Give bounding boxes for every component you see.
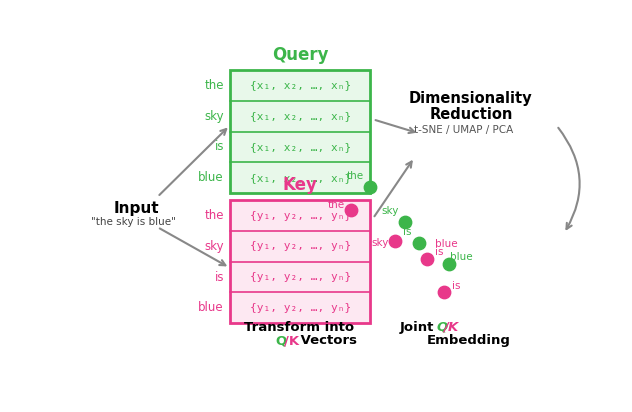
- Text: {x₁, x₂, …, xₙ}: {x₁, x₂, …, xₙ}: [250, 142, 351, 152]
- Text: is: is: [435, 247, 443, 257]
- Text: Input: Input: [113, 201, 159, 215]
- Text: the: the: [327, 200, 344, 210]
- Text: /: /: [444, 321, 448, 334]
- Text: t-SNE / UMAP / PCA: t-SNE / UMAP / PCA: [414, 125, 513, 135]
- Text: sky: sky: [372, 238, 389, 248]
- Text: Vectors: Vectors: [296, 334, 357, 347]
- Text: is: is: [452, 281, 460, 290]
- Text: is: is: [403, 227, 411, 236]
- Point: [415, 240, 425, 246]
- Text: Embedding: Embedding: [427, 334, 511, 347]
- Text: {y₁, y₂, …, yₙ}: {y₁, y₂, …, yₙ}: [250, 241, 351, 251]
- Text: sky: sky: [204, 240, 224, 253]
- Text: blue: blue: [435, 239, 458, 249]
- Point: [422, 255, 432, 262]
- Bar: [230, 70, 370, 193]
- Text: {y₁, y₂, …, yₙ}: {y₁, y₂, …, yₙ}: [250, 211, 351, 220]
- Text: Transform into: Transform into: [245, 321, 355, 334]
- Point: [399, 219, 410, 226]
- Text: sky: sky: [204, 110, 224, 123]
- Text: blue: blue: [450, 252, 472, 262]
- Text: is: is: [214, 271, 224, 283]
- Text: the: the: [347, 171, 364, 181]
- Text: sky: sky: [381, 206, 399, 216]
- Text: the: the: [205, 209, 224, 222]
- Point: [365, 184, 375, 191]
- Text: Reduction: Reduction: [429, 107, 513, 122]
- Point: [444, 260, 454, 267]
- Text: {x₁, x₂, …, xₙ}: {x₁, x₂, …, xₙ}: [250, 80, 351, 91]
- Text: {y₁, y₂, …, yₙ}: {y₁, y₂, …, yₙ}: [250, 272, 351, 282]
- Point: [439, 289, 449, 295]
- Text: Q: Q: [437, 321, 448, 334]
- Text: Query: Query: [272, 46, 329, 64]
- Bar: [230, 200, 370, 323]
- Text: {y₁, y₂, …, yₙ}: {y₁, y₂, …, yₙ}: [250, 303, 351, 313]
- Text: /K: /K: [284, 334, 299, 347]
- Text: Dimensionality: Dimensionality: [409, 91, 533, 106]
- Text: Joint: Joint: [400, 321, 439, 334]
- Point: [390, 238, 400, 245]
- Text: blue: blue: [198, 301, 224, 314]
- Text: {x₁, x₂, …, xₙ}: {x₁, x₂, …, xₙ}: [250, 111, 351, 121]
- Text: Key: Key: [283, 176, 318, 194]
- Text: "the sky is blue": "the sky is blue": [91, 218, 176, 227]
- Text: the: the: [205, 79, 224, 92]
- Text: {x₁, x₂, …, xₙ}: {x₁, x₂, …, xₙ}: [250, 173, 351, 183]
- Point: [346, 206, 356, 213]
- Text: blue: blue: [198, 171, 224, 184]
- Text: Q: Q: [275, 334, 286, 347]
- Text: is: is: [214, 140, 224, 154]
- Text: K: K: [447, 321, 458, 334]
